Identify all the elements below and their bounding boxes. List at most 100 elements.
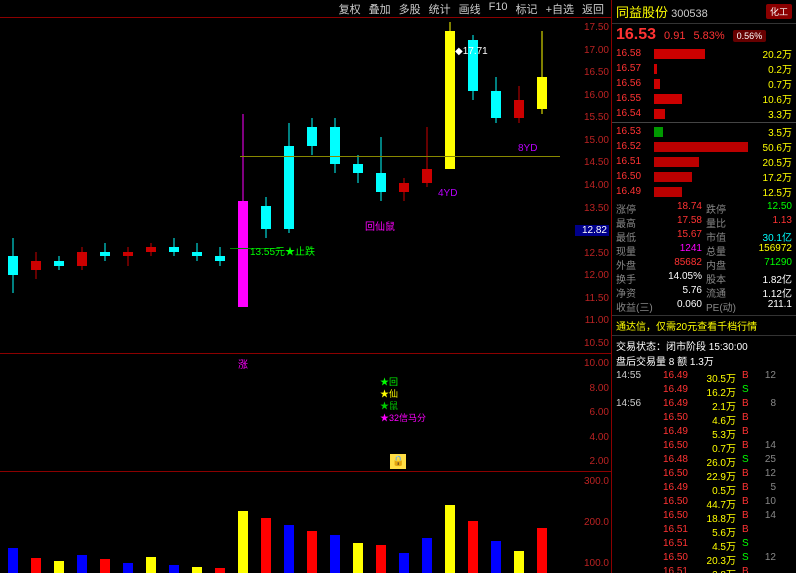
tick-row: 16.512.8万B [616, 566, 792, 573]
volume-bar[interactable] [422, 538, 432, 573]
volume-bar[interactable] [307, 531, 317, 573]
volume-bar[interactable] [146, 557, 156, 573]
candle[interactable] [397, 17, 411, 353]
candle[interactable] [167, 17, 181, 353]
volume-bar[interactable] [100, 559, 110, 573]
stock-code: 300538 [671, 8, 708, 20]
candle[interactable] [52, 17, 66, 353]
lock-icon: 🔒 [390, 454, 406, 469]
volume-bar[interactable] [238, 511, 248, 573]
tick-row: 16.5022.9万B12 [616, 468, 792, 482]
sector-tag[interactable]: 化工 [766, 4, 792, 19]
tick-row: 16.4916.2万S [616, 384, 792, 398]
depth-row[interactable]: 16.4912.5万 [616, 184, 792, 199]
volume-bar[interactable] [376, 545, 386, 573]
side-panel: 同益股份 300538 化工 16.53 0.91 5.83% 0.56% 16… [612, 0, 796, 573]
change-pct: 5.83% [693, 30, 724, 42]
volume-bar[interactable] [537, 528, 547, 573]
price-row: 16.53 0.91 5.83% 0.56% [612, 24, 796, 46]
toolbar-叠加[interactable]: 叠加 [366, 1, 394, 16]
candle[interactable] [351, 17, 365, 353]
toolbar-复权[interactable]: 复权 [336, 1, 364, 16]
depth-row[interactable]: 16.5820.2万 [616, 46, 792, 61]
toolbar-F10[interactable]: F10 [486, 1, 511, 16]
candle[interactable] [121, 17, 135, 353]
chart-annotation: 4YD [438, 188, 457, 199]
candle[interactable] [213, 17, 227, 353]
toolbar: 复权叠加多股统计画线F10标记+自选返回 [0, 0, 611, 18]
candle[interactable] [29, 17, 43, 353]
promo-note[interactable]: 通达信，仅需20元查看千档行情 [612, 315, 796, 336]
toolbar-返回[interactable]: 返回 [579, 1, 607, 16]
tick-row: 16.5044.7万B10 [616, 496, 792, 510]
toolbar-+自选[interactable]: +自选 [543, 1, 577, 16]
stats-grid: 涨停18.74跌停12.50最高17.58量比1.13最低15.67市值30.1… [612, 199, 796, 315]
chart-annotation: ◆17.71 [455, 46, 488, 57]
volume-chart[interactable]: 300.0200.0100.0 [0, 472, 611, 573]
pct-tag: 0.56% [733, 30, 767, 42]
depth-asks: 16.5820.2万16.570.2万16.560.7万16.5510.6万16… [612, 46, 796, 121]
depth-row[interactable]: 16.570.2万 [616, 61, 792, 76]
candle[interactable] [236, 17, 250, 353]
depth-row[interactable]: 16.5510.6万 [616, 91, 792, 106]
toolbar-统计[interactable]: 统计 [426, 1, 454, 16]
chart-annotation: 8YD [518, 143, 537, 154]
candle[interactable] [305, 17, 319, 353]
candle[interactable] [466, 17, 480, 353]
candle[interactable] [535, 17, 549, 353]
tick-row: 16.514.5万S [616, 538, 792, 552]
depth-row[interactable]: 16.543.3万 [616, 106, 792, 121]
volume-bar[interactable] [353, 543, 363, 573]
candle[interactable] [259, 17, 273, 353]
candle[interactable] [443, 17, 457, 353]
depth-row[interactable]: 16.560.7万 [616, 76, 792, 91]
volume-bar[interactable] [330, 535, 340, 573]
volume-bar[interactable] [261, 518, 271, 573]
stock-name: 同益股份 [616, 5, 668, 20]
candlestick-chart[interactable]: 13.55元★止跌回仙鼠4YD8YD◆17.71 17.5017.0016.50… [0, 18, 611, 354]
candle[interactable] [75, 17, 89, 353]
candle[interactable] [6, 17, 20, 353]
chart-panel: 复权叠加多股统计画线F10标记+自选返回 13.55元★止跌回仙鼠4YD8YD◆… [0, 0, 612, 573]
tick-row: 16.4826.0万S25 [616, 454, 792, 468]
volume-bar[interactable] [123, 563, 133, 573]
candle[interactable] [512, 17, 526, 353]
toolbar-多股[interactable]: 多股 [396, 1, 424, 16]
candle[interactable] [282, 17, 296, 353]
candle[interactable] [190, 17, 204, 353]
candle[interactable] [374, 17, 388, 353]
last-price: 16.53 [616, 26, 656, 44]
depth-row[interactable]: 16.5120.5万 [616, 154, 792, 169]
candle[interactable] [144, 17, 158, 353]
tick-row: 16.5018.8万B14 [616, 510, 792, 524]
toolbar-标记[interactable]: 标记 [513, 1, 541, 16]
volume-bar[interactable] [169, 565, 179, 573]
volume-bar[interactable] [284, 525, 294, 573]
depth-row[interactable]: 16.533.5万 [616, 124, 792, 139]
volume-bar[interactable] [491, 541, 501, 573]
volume-bar[interactable] [468, 521, 478, 573]
volume-bar[interactable] [77, 555, 87, 573]
toolbar-画线[interactable]: 画线 [456, 1, 484, 16]
volume-bar[interactable] [192, 567, 202, 573]
volume-bar[interactable] [31, 558, 41, 573]
indicator-chart[interactable]: ★回★仙★鼠★32信马分涨🔒 10.008.006.004.002.00 [0, 354, 611, 472]
volume-bar[interactable] [514, 551, 524, 573]
volume-bar[interactable] [215, 568, 225, 573]
tick-row: 16.490.5万B5 [616, 482, 792, 496]
volume-bar[interactable] [8, 548, 18, 573]
candle[interactable] [420, 17, 434, 353]
tick-row: 14:5516.4930.5万B12 [616, 370, 792, 384]
candle[interactable] [489, 17, 503, 353]
depth-row[interactable]: 16.5017.2万 [616, 169, 792, 184]
tick-row: 16.495.3万B [616, 426, 792, 440]
candle[interactable] [98, 17, 112, 353]
candle[interactable] [328, 17, 342, 353]
volume-bar[interactable] [54, 561, 64, 573]
volume-bar[interactable] [445, 505, 455, 573]
root: 复权叠加多股统计画线F10标记+自选返回 13.55元★止跌回仙鼠4YD8YD◆… [0, 0, 796, 573]
depth-row[interactable]: 16.5250.6万 [616, 139, 792, 154]
status-row: 交易状态：闭市阶段 15:30:00 盘后交易量 8 额 1.3万 [612, 336, 796, 370]
tick-row: 16.515.6万B [616, 524, 792, 538]
volume-bar[interactable] [399, 553, 409, 573]
